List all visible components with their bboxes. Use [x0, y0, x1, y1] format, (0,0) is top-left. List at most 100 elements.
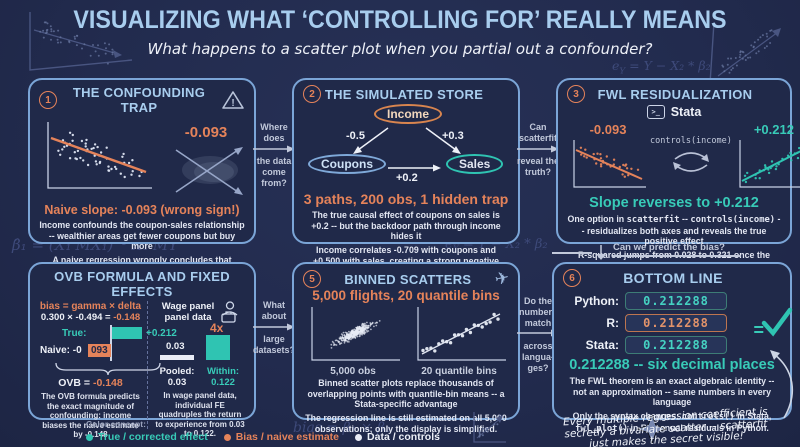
right-arrow-icon: [253, 145, 295, 153]
panel5-title: BINNED SCATTERS: [344, 271, 472, 287]
connector-scatterfit-truth: Can scatterfit reveal the truth?: [516, 122, 560, 178]
panel-ovb-fixed-effects: OVB FORMULA AND FIXED EFFECTS bias = gam…: [28, 262, 256, 439]
r-label: R:: [606, 316, 619, 330]
teal-dot-icon: [86, 433, 93, 441]
after-scatter-plot: [739, 140, 800, 188]
stata-value-box: 0.212288: [625, 336, 727, 354]
before-scatter-plot: [573, 140, 646, 188]
panel3-figures: -0.093 controls(income) +0.212: [566, 122, 800, 194]
ovb-formula: bias = gamma × delta: [39, 301, 142, 312]
panel1-body1: Income confounds the coupon-sales relati…: [39, 220, 245, 252]
panel2-title: THE SIMULATED STORE: [324, 86, 484, 102]
ovb-column: bias = gamma × delta 0.300 × -0.494 = -0…: [38, 301, 177, 439]
panel6-body2: Only the syntax changes: controls() in S…: [572, 411, 772, 434]
orange-dot-icon: [223, 433, 231, 441]
stata-row: Stata: 0.212288: [561, 336, 727, 354]
dag-node-income: Income: [374, 104, 443, 124]
panel2-headline: 3 paths, 200 obs, 1 hidden trap: [303, 191, 509, 207]
panel5-number-badge: 5: [303, 270, 321, 288]
worker-icon: [221, 301, 238, 323]
pooled-bar-value: 0.03: [166, 341, 185, 352]
formula-bias: bias = β₁ × β₂: [293, 420, 391, 436]
within-label: Within:: [206, 366, 240, 377]
fixed-effects-column: Wage panel panel data 4x 0.03 Pooled: With…: [148, 301, 246, 438]
panel5-body1: Binned scatter plots replace thousands o…: [307, 378, 505, 410]
coefficient-rows: Python: 0.212288 R: 0.212288 Stata: 0.21…: [554, 288, 793, 354]
dag-arrows: [353, 127, 461, 172]
sketch-scatter-topleft: [29, 12, 133, 71]
edge-income-coupons: -0.5: [346, 130, 365, 142]
multiplier-label: 4x: [210, 321, 224, 335]
pooled-value: 0.03: [167, 377, 187, 388]
wage-panel-title: Wage panel panel data: [161, 301, 215, 323]
edge-coupons-sales: +0.2: [396, 172, 418, 184]
ovb-calculation: 0.300 × -0.494 = -0.148: [40, 312, 141, 323]
legend-item-bias: Bias / naive estimate: [223, 431, 339, 443]
cycle-arrows-icon: [672, 152, 709, 172]
panel5-figures: 5,000 obs 20 quantile bins: [300, 304, 512, 377]
naive-bar: 093: [88, 344, 111, 357]
python-value-box: 0.212288: [625, 292, 727, 310]
legend-title: Color concept:: [86, 419, 146, 429]
fe-bar-chart: 4x 0.03: [154, 321, 246, 366]
naive-bar-label: Naive: -0: [40, 345, 82, 356]
panel1-number-badge: 1: [39, 91, 57, 109]
panel2-body1: The true causal effect of coupons on sal…: [311, 210, 501, 242]
crossed-arrows-graphic: [175, 147, 243, 195]
stata-label: Stata: [670, 105, 702, 119]
slope-before-value: -0.093: [589, 122, 627, 137]
panel6-body1: The FWL theorem is an exact algebraic id…: [569, 376, 775, 408]
checkmark-icon: [761, 307, 793, 337]
connector-data-origin: Where does the data come from?: [251, 122, 297, 189]
panel-binned-scatters: 5 BINNED SCATTERS ✈ 5,000 flights, 20 qu…: [292, 262, 520, 434]
down-arrow-icon: [596, 245, 606, 260]
naive-scatter-plot: [47, 122, 152, 189]
chart-axis: [110, 325, 112, 361]
fe-caption: In wage panel data, individual FE quadru…: [155, 391, 245, 439]
equals-sign: =: [753, 320, 764, 340]
connector-line-right: [613, 255, 741, 257]
connector-line-left: [552, 252, 592, 254]
panel3-body1: One option in scatterfit -- controls(inc…: [567, 214, 781, 247]
svg-text:!: !: [231, 98, 234, 109]
curved-arrow-up: [770, 350, 793, 419]
within-bar: [206, 335, 230, 360]
underbrace: [55, 362, 161, 376]
sparkle-icon: [637, 414, 667, 444]
controls-income-label: controls(income): [650, 136, 732, 146]
panel1-figures: -0.093: [38, 116, 246, 202]
panel1-title: THE CONFOUNDING TRAP: [72, 85, 206, 115]
terminal-icon: >_: [646, 105, 665, 119]
dag-node-sales: Sales: [446, 154, 504, 174]
true-bar-label: True:: [62, 328, 87, 339]
dag-diagram: Income Coupons Sales -0.5 +0.3 +0.2: [300, 104, 512, 190]
naive-slope-value: -0.093: [184, 124, 228, 141]
right-arrow-icon: [253, 323, 295, 331]
white-dot-icon: [355, 433, 363, 441]
panel5-body2: The regression line is still estimated o…: [305, 413, 507, 434]
panel6-title: BOTTOM LINE: [623, 270, 723, 286]
slope-after-value: +0.212: [753, 122, 794, 137]
legend-item-true: True / corrected effect: [86, 431, 208, 443]
panel6-number-badge: 6: [563, 269, 581, 287]
panel-fwl-residualization: 3 FWL RESIDUALIZATION >_ Stata -0.093 co…: [556, 78, 800, 271]
panel-simulated-store: 2 THE SIMULATED STORE Income Coupons Sal…: [292, 78, 520, 277]
panel3-headline: Slope reverses to +0.212: [589, 195, 759, 211]
connector-numbers-match: Do the numbers match across langua-ges?: [515, 296, 561, 374]
binned-scatter-plot: [417, 307, 506, 361]
plane-icon: ✈: [492, 267, 511, 290]
true-bar-value: +0.212: [146, 328, 177, 339]
panel1-headline: Naive slope: -0.093 (wrong sign!): [44, 203, 240, 217]
ovb-bar-chart: True: +0.212 Naive: -0 093: [38, 323, 177, 377]
stata-label: Stata:: [585, 338, 619, 352]
binned-scatter-label: 20 quantile bins: [421, 366, 497, 377]
panel3-title: FWL RESIDUALIZATION: [597, 86, 753, 102]
legend-item-data: Data / controls: [355, 431, 440, 443]
dag-node-coupons: Coupons: [308, 154, 386, 174]
true-bar: [112, 327, 142, 339]
edge-income-sales: +0.3: [442, 130, 464, 142]
within-value: 0.122: [211, 377, 235, 388]
ovb-result: OVB = -0.148: [58, 377, 123, 389]
python-row: Python: 0.212288: [561, 292, 727, 310]
panel4-title: OVB FORMULA AND FIXED EFFECTS: [54, 269, 230, 299]
